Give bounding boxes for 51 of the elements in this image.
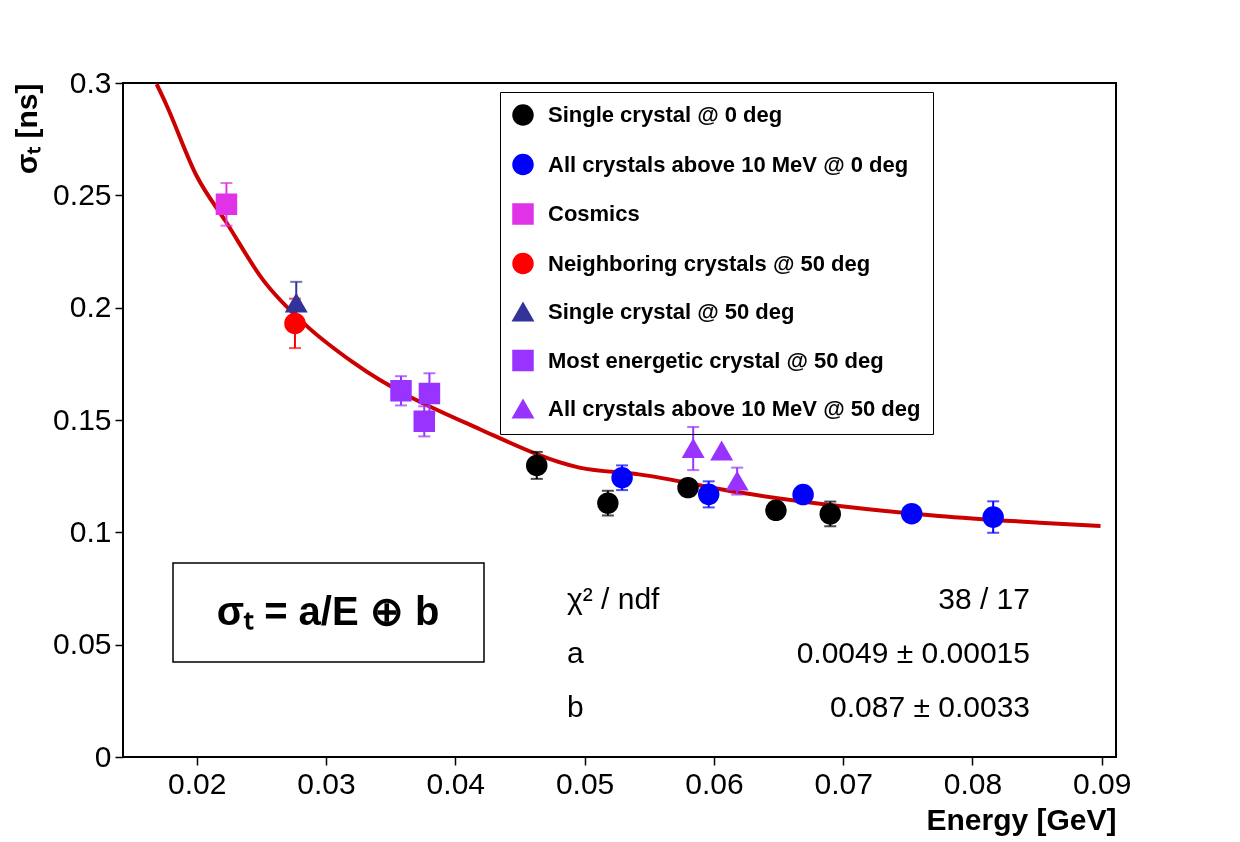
point xyxy=(697,483,720,506)
y-tick-label: 0.3 xyxy=(69,65,112,99)
annotation: 0.087 ± 0.0033 xyxy=(830,690,1030,723)
x-tick-label: 0.04 xyxy=(426,766,485,800)
point xyxy=(611,467,633,489)
point xyxy=(413,410,436,433)
point xyxy=(526,454,548,477)
legend-label: Single crystal @ 0 deg xyxy=(548,102,783,127)
point xyxy=(726,471,748,491)
x-tick-label: 0.03 xyxy=(297,766,356,800)
point xyxy=(215,193,238,216)
annotation: a xyxy=(567,636,584,669)
point xyxy=(900,502,923,525)
point xyxy=(285,293,307,313)
x-tick-label: 0.06 xyxy=(685,766,744,800)
point xyxy=(597,492,619,514)
point xyxy=(792,483,814,506)
point xyxy=(284,312,306,335)
point xyxy=(710,441,733,461)
line-series xyxy=(154,83,1103,529)
point xyxy=(390,380,412,402)
point xyxy=(819,503,841,525)
annotation: σₜ = a/E ⊕ b xyxy=(216,589,440,633)
point xyxy=(765,499,787,522)
x-tick-label: 0.07 xyxy=(814,766,873,800)
x-tick-label: 0.02 xyxy=(168,766,227,800)
legend-label: Most energetic crystal @ 50 deg xyxy=(548,347,884,373)
y-tick-label: 0.2 xyxy=(69,290,112,324)
legend-label: Single crystal @ 50 deg xyxy=(548,299,795,324)
y-tick-label: 0.1 xyxy=(69,514,112,548)
x-tick-label: 0.09 xyxy=(1073,766,1132,800)
annotation: b xyxy=(567,690,584,723)
x-tick-label: 0.08 xyxy=(943,766,1003,800)
annotation: 38 / 17 xyxy=(938,582,1030,615)
legend-label: Neighboring crystals @ 50 deg xyxy=(548,250,871,276)
annotation: χ² / ndf xyxy=(567,582,661,615)
point xyxy=(982,506,1004,528)
y-tick-label: 0.05 xyxy=(53,627,112,661)
x-axis-title: Energy [GeV] xyxy=(926,802,1117,836)
y-tick-label: 0.25 xyxy=(53,177,112,211)
y-tick-label: 0 xyxy=(94,739,112,773)
y-tick-label: 0.15 xyxy=(53,402,112,436)
point xyxy=(418,382,441,405)
legend-label: All crystals above 10 MeV @ 50 deg xyxy=(548,396,921,421)
point xyxy=(677,476,699,499)
annotation: 0.0049 ± 0.00015 xyxy=(796,636,1030,669)
legend-label: Cosmics xyxy=(548,201,640,226)
x-tick-label: 0.05 xyxy=(555,766,615,800)
legend-label: All crystals above 10 MeV @ 0 deg xyxy=(548,151,909,177)
point xyxy=(682,439,704,458)
y-axis-title: σₜ [ns] xyxy=(10,83,44,175)
